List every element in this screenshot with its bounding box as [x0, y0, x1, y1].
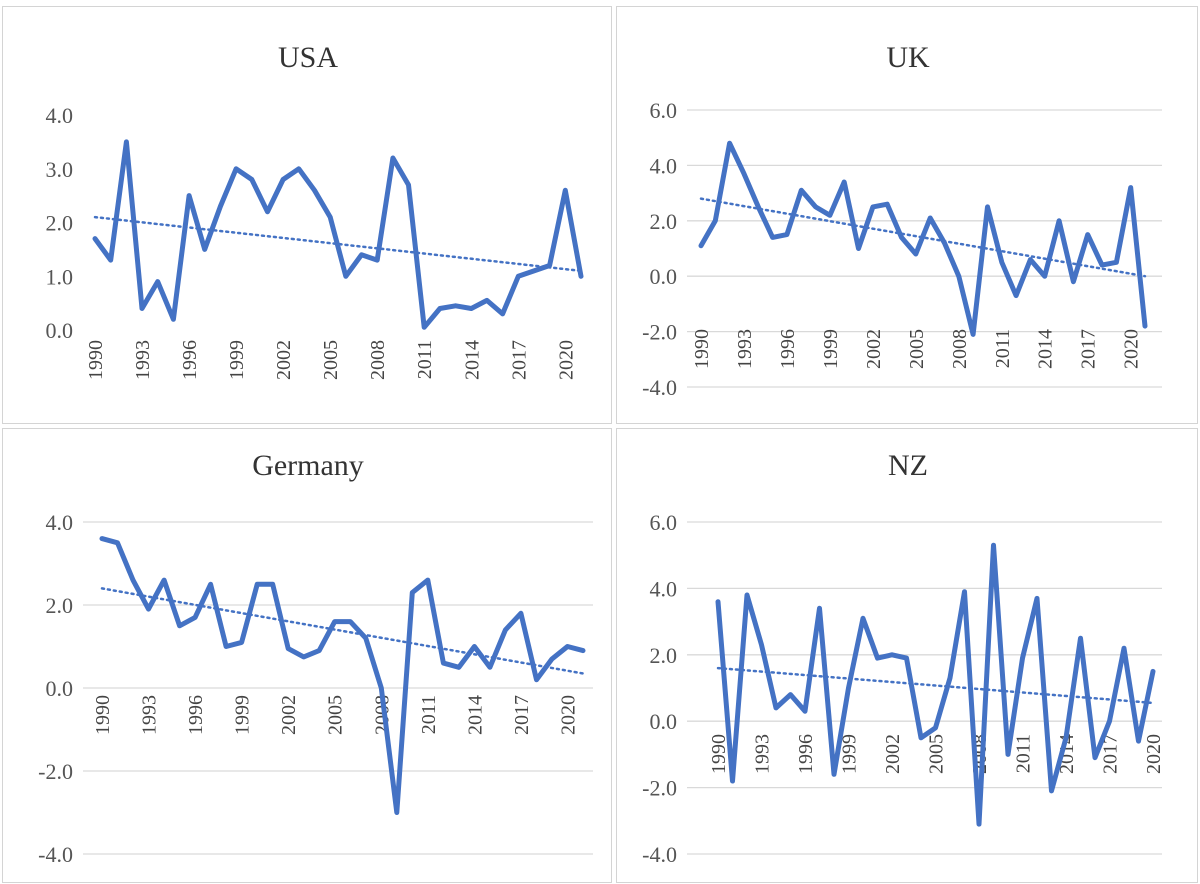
x-tick-label: 1996: [777, 329, 799, 369]
x-tick-label: 2008: [367, 340, 389, 380]
line-chart-germany: Germany -4.0 -2.0 0.0 2.0 4.0 1990 1993 1996 1999…: [38, 449, 593, 867]
x-tick-label: 2005: [325, 695, 347, 735]
y-tick-label: -2.0: [38, 759, 73, 784]
x-tick-label: 2011: [418, 695, 440, 734]
x-tick-label: 2005: [926, 734, 948, 774]
chart-title-usa: USA: [278, 41, 338, 74]
x-tick-label: 1993: [132, 340, 154, 380]
y-tick-label: 4.0: [650, 153, 678, 178]
chart-panel-uk: UK -4.0 -2.0 0.0 2.0 4.0 6.0 1990 1993 1996 1999 20…: [616, 6, 1198, 424]
x-tick-label: 2014: [1035, 329, 1057, 369]
x-tick-label: 1996: [185, 695, 207, 735]
x-tick-label: 2014: [1056, 734, 1078, 774]
y-tick-label: -2.0: [642, 320, 677, 345]
x-tick-label: 1993: [139, 695, 161, 735]
y-tick-label: 3.0: [46, 157, 74, 182]
x-tick-label: 2020: [1143, 734, 1165, 774]
x-tick-label: 1993: [734, 329, 756, 369]
x-tick-label: 2017: [508, 340, 530, 380]
x-tick-label: 1990: [708, 734, 730, 774]
y-tick-label: 0.0: [650, 709, 678, 734]
x-tick-label: 2002: [273, 340, 295, 380]
trendline-uk: [699, 197, 1147, 278]
line-chart-usa: USA 0.0 1.0 2.0 3.0 4.0 1990 1993 1996 1999 2002 20…: [46, 41, 584, 380]
x-tick-label: 2005: [906, 329, 928, 369]
line-chart-uk: UK -4.0 -2.0 0.0 2.0 4.0 6.0 1990 1993 1996 1999 20…: [642, 41, 1162, 400]
x-tick-label: 2008: [949, 329, 971, 369]
x-tick-label: 2020: [1121, 329, 1143, 369]
trendline-usa: [93, 215, 583, 273]
x-tick-label: 2017: [511, 695, 533, 735]
x-tick-label: 2017: [1078, 329, 1100, 369]
x-tick-label: 2020: [557, 695, 579, 735]
y-tick-label: 1.0: [46, 264, 74, 289]
x-tick-label: 2011: [1013, 734, 1035, 773]
x-tick-label: 2011: [414, 340, 436, 379]
x-tick-label: 1990: [85, 340, 107, 380]
y-tick-label: -4.0: [38, 842, 73, 867]
chart-panel-usa: USA 0.0 1.0 2.0 3.0 4.0 1990 1993 1996 1999 2002 20…: [2, 6, 612, 424]
y-tick-label: 4.0: [650, 576, 678, 601]
y-tick-label: 6.0: [650, 510, 678, 535]
y-tick-label: 2.0: [46, 593, 74, 618]
x-tick-label: 1990: [92, 695, 114, 735]
x-tick-label: 1993: [752, 734, 774, 774]
x-tick-label: 1999: [839, 734, 861, 774]
x-tick-label: 1996: [795, 734, 817, 774]
y-tick-label: 0.0: [650, 264, 678, 289]
x-tick-label: 2014: [461, 340, 483, 380]
y-tick-label: 4.0: [46, 510, 74, 535]
y-tick-label: 2.0: [46, 211, 74, 236]
x-tick-label: 2011: [992, 329, 1014, 368]
trendline-germany: [100, 587, 585, 675]
y-tick-label: -4.0: [642, 842, 677, 867]
series-line-uk: [698, 140, 1148, 337]
chart-panel-nz: NZ -4.0 -2.0 0.0 2.0 4.0 6.0 1990 1993 1996 1999 20…: [616, 428, 1198, 883]
trendline-nz: [716, 666, 1155, 705]
x-tick-label: 1996: [179, 340, 201, 380]
x-tick-label: 2020: [555, 340, 577, 380]
x-tick-label: 1990: [691, 329, 713, 369]
y-tick-label: 0.0: [46, 318, 74, 343]
chart-title-germany: Germany: [252, 449, 364, 482]
chart-panel-germany: Germany -4.0 -2.0 0.0 2.0 4.0 1990 1993 1996 1999…: [2, 428, 612, 883]
series-line-germany: [99, 536, 586, 815]
y-tick-label: 0.0: [46, 676, 74, 701]
y-tick-label: 6.0: [650, 98, 678, 123]
chart-title-uk: UK: [886, 41, 930, 74]
line-chart-nz: NZ -4.0 -2.0 0.0 2.0 4.0 6.0 1990 1993 1996 1999 20…: [642, 449, 1165, 867]
x-tick-label: 2002: [863, 329, 885, 369]
y-tick-label: -4.0: [642, 375, 677, 400]
x-tick-label: 2014: [464, 695, 486, 735]
y-tick-label: 2.0: [650, 209, 678, 234]
x-tick-label: 2002: [278, 695, 300, 735]
x-tick-label: 1999: [820, 329, 842, 369]
x-tick-label: 2005: [320, 340, 342, 380]
x-tick-label: 2002: [882, 734, 904, 774]
y-tick-label: -2.0: [642, 776, 677, 801]
x-tick-label: 1999: [226, 340, 248, 380]
series-line-nz: [715, 542, 1156, 827]
series-line-usa: [92, 139, 584, 330]
y-tick-label: 2.0: [650, 643, 678, 668]
chart-title-nz: NZ: [888, 449, 928, 482]
y-tick-label: 4.0: [46, 103, 74, 128]
x-tick-label: 1999: [232, 695, 254, 735]
x-tick-label: 2017: [1100, 734, 1122, 774]
